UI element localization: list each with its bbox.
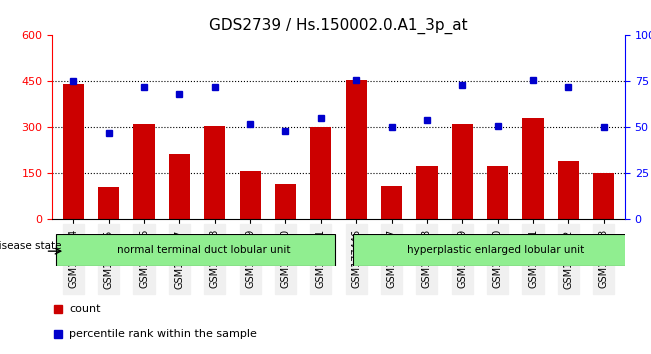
Bar bbox=[417, 166, 437, 219]
Bar bbox=[311, 127, 331, 219]
Bar bbox=[346, 80, 367, 219]
Bar bbox=[240, 171, 260, 219]
Text: percentile rank within the sample: percentile rank within the sample bbox=[69, 329, 257, 339]
Text: hyperplastic enlarged lobular unit: hyperplastic enlarged lobular unit bbox=[408, 245, 585, 255]
FancyBboxPatch shape bbox=[353, 234, 639, 266]
Text: count: count bbox=[69, 304, 101, 314]
Bar bbox=[275, 184, 296, 219]
FancyBboxPatch shape bbox=[55, 234, 335, 266]
Title: GDS2739 / Hs.150002.0.A1_3p_at: GDS2739 / Hs.150002.0.A1_3p_at bbox=[209, 18, 468, 34]
Bar bbox=[204, 126, 225, 219]
Bar bbox=[522, 118, 544, 219]
Bar bbox=[452, 124, 473, 219]
Bar bbox=[169, 154, 190, 219]
Bar bbox=[98, 187, 119, 219]
Bar bbox=[133, 124, 155, 219]
Text: disease state: disease state bbox=[0, 241, 62, 251]
Text: normal terminal duct lobular unit: normal terminal duct lobular unit bbox=[117, 245, 291, 255]
Bar bbox=[487, 166, 508, 219]
Bar bbox=[558, 161, 579, 219]
Bar bbox=[62, 85, 84, 219]
Bar bbox=[381, 186, 402, 219]
Bar bbox=[593, 173, 615, 219]
